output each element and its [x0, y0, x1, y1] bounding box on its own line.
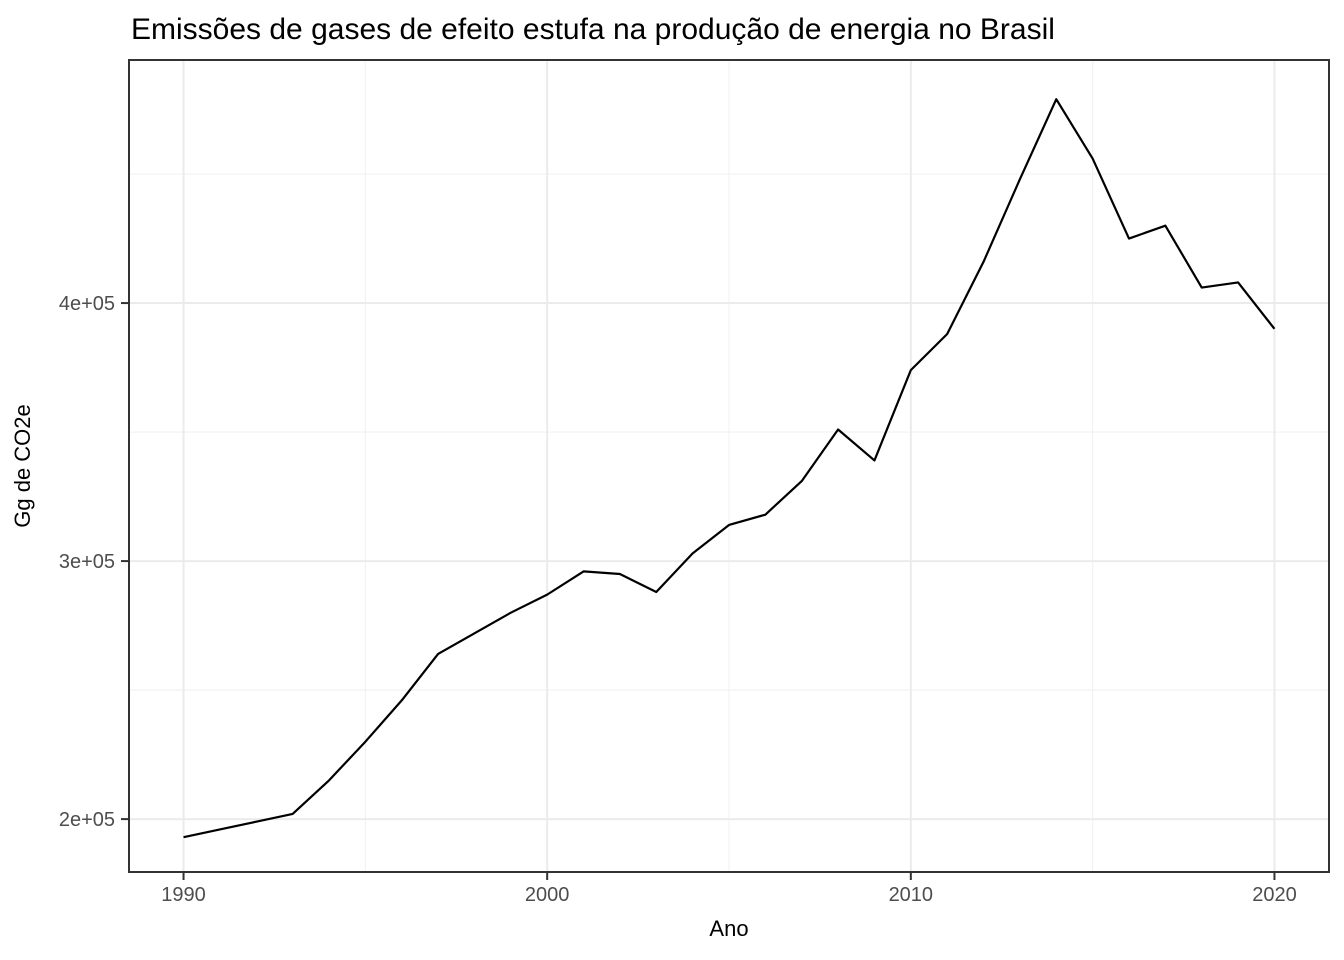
axis-tick-marks	[121, 302, 1276, 880]
x-axis-title: Ano	[709, 916, 748, 941]
grid-minor	[129, 60, 1329, 872]
emissions-line-series	[183, 98, 1276, 839]
y-tick-label: 2e+05	[59, 809, 115, 831]
y-tick-label: 3e+05	[59, 551, 115, 573]
x-tick-label: 1990	[161, 884, 206, 906]
x-tick-label: 2000	[525, 884, 570, 906]
axis-tick-labels: 1990 2000 2010 2020 2e+05 3e+05 4e+05	[59, 293, 1297, 906]
x-tick-label: 2010	[889, 884, 934, 906]
grid-major	[129, 60, 1329, 872]
x-tick-label: 2020	[1252, 884, 1297, 906]
y-tick-label: 4e+05	[59, 293, 115, 315]
chart-title: Emissões de gases de efeito estufa na pr…	[131, 13, 1055, 46]
panel-border	[128, 59, 1330, 873]
y-axis-title: Gg de CO2e	[10, 404, 35, 528]
